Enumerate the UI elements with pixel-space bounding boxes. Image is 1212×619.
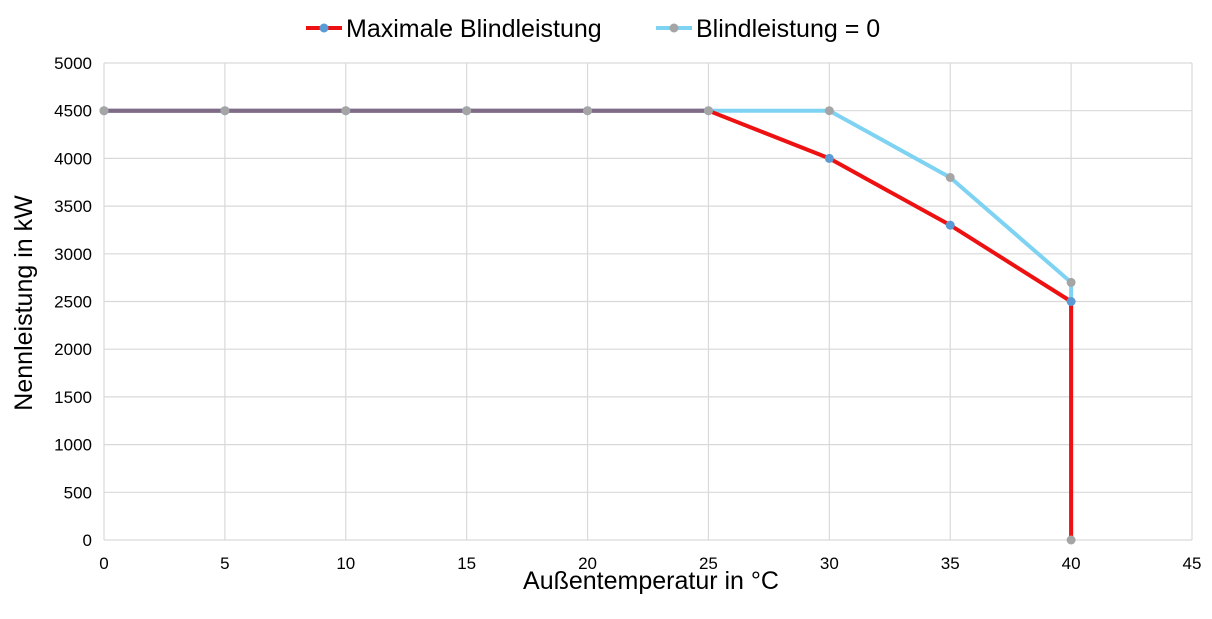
legend-label-blindleistung-0: Blindleistung = 0 xyxy=(696,15,880,43)
data-point-marker xyxy=(99,106,109,116)
data-point-marker xyxy=(945,220,955,230)
legend-label-maximale-blindleistung: Maximale Blindleistung xyxy=(346,15,602,43)
y-tick-label: 4000 xyxy=(54,149,92,168)
y-tick-label: 1000 xyxy=(54,436,92,455)
series-line-segment xyxy=(948,175,1074,285)
y-tick-label: 500 xyxy=(64,483,92,502)
data-point-marker xyxy=(462,106,472,116)
x-tick-label: 20 xyxy=(578,554,597,573)
legend-swatch-marker xyxy=(319,23,329,33)
legend-item-maximale-blindleistung: Maximale Blindleistung xyxy=(306,15,602,43)
y-tick-label: 5000 xyxy=(54,54,92,73)
y-axis-title: Nennleistung in kW xyxy=(10,195,38,411)
data-point-marker xyxy=(1066,297,1076,306)
legend-item-blindleistung-0: Blindleistung = 0 xyxy=(656,15,880,43)
series-markers xyxy=(99,106,1076,545)
data-point-marker xyxy=(945,172,955,182)
x-tick-label: 25 xyxy=(699,554,718,573)
legend: Maximale Blindleistung Blindleistung = 0 xyxy=(306,15,880,43)
x-tick-label: 0 xyxy=(99,554,108,573)
series-lines xyxy=(102,108,1074,542)
series-line-segment xyxy=(948,223,1074,304)
series-line-segment xyxy=(827,108,953,180)
x-tick-label: 40 xyxy=(1062,554,1081,573)
x-tick-label: 5 xyxy=(220,554,229,573)
data-point-marker xyxy=(1066,535,1076,545)
y-tick-label: 0 xyxy=(83,531,92,550)
data-point-marker xyxy=(1066,277,1076,287)
series-line-segment xyxy=(827,156,953,228)
x-axis-ticks: 0 5 10 15 20 25 30 35 40 45 xyxy=(99,554,1201,573)
x-axis-title: Außentemperatur in °C xyxy=(523,567,779,595)
x-tick-label: 15 xyxy=(457,554,476,573)
data-point-marker xyxy=(824,106,834,116)
y-tick-label: 4500 xyxy=(54,102,92,121)
series-line-segment xyxy=(706,108,832,161)
data-point-marker xyxy=(703,106,713,116)
data-point-marker xyxy=(824,153,834,163)
x-tick-label: 35 xyxy=(941,554,960,573)
gridlines xyxy=(103,62,1193,541)
y-tick-label: 3000 xyxy=(54,245,92,264)
data-point-marker xyxy=(341,106,351,116)
x-tick-label: 10 xyxy=(336,554,355,573)
y-tick-label: 3500 xyxy=(54,197,92,216)
y-tick-label: 2500 xyxy=(54,293,92,312)
data-point-marker xyxy=(583,106,593,116)
x-tick-label: 30 xyxy=(820,554,839,573)
y-axis-ticks: 0 500 1000 1500 2000 2500 3000 3500 4000 4500 5000 xyxy=(54,54,92,550)
legend-swatch-marker xyxy=(669,23,679,33)
y-tick-label: 1500 xyxy=(54,388,92,407)
data-point-marker xyxy=(220,106,230,116)
y-tick-label: 2000 xyxy=(54,340,92,359)
x-tick-label: 45 xyxy=(1183,554,1202,573)
